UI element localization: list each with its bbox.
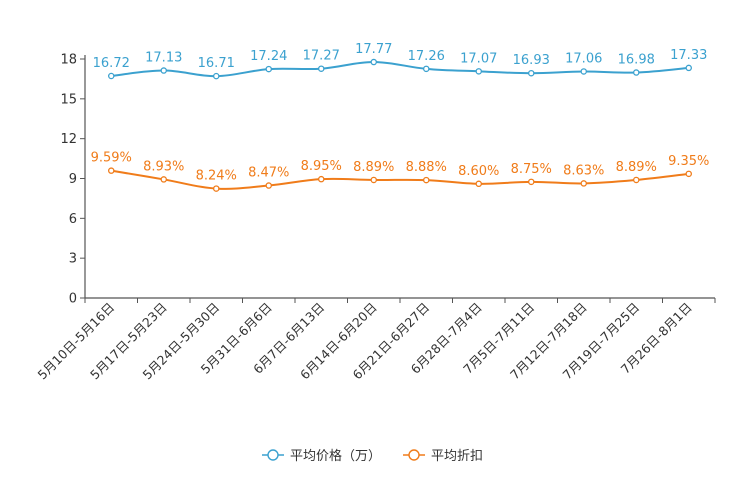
data-point (528, 69, 535, 77)
data-label: 8.89% (353, 160, 394, 175)
data-point (633, 69, 640, 76)
y-tick-label: 3 (69, 252, 77, 267)
data-label: 17.13 (145, 51, 182, 66)
series-1: 16.72 17.13 16.71 17.24 17.27 17.77 17.26 17.07… (93, 42, 707, 80)
data-point (212, 72, 220, 80)
data-label: 16.71 (198, 56, 235, 71)
legend-marker-icon (408, 449, 420, 461)
data-point (475, 68, 482, 75)
legend-marker-icon (267, 449, 279, 461)
data-point (160, 67, 167, 74)
data-point (370, 58, 377, 66)
data-point (370, 176, 377, 184)
data-label: 8.88% (406, 160, 447, 175)
data-point (108, 167, 115, 174)
data-label: 17.26 (408, 49, 445, 64)
data-point (633, 176, 640, 184)
data-point (580, 180, 588, 187)
data-point (422, 176, 430, 184)
data-label: 8.95% (301, 159, 342, 174)
data-label: 17.24 (250, 49, 287, 64)
data-point (422, 65, 430, 73)
data-label: 8.63% (563, 163, 604, 178)
y-tick-label: 15 (60, 92, 77, 107)
data-label: 9.35% (668, 154, 709, 169)
data-label: 17.33 (670, 48, 707, 63)
data-label: 8.60% (458, 164, 499, 179)
series-2: 9.59% 8.93% 8.24% 8.47% 8.95% 8.89% 8.88% 8.60%… (91, 151, 709, 192)
data-point (685, 170, 693, 178)
data-point (317, 65, 325, 72)
data-point (108, 72, 115, 80)
y-tick-label: 12 (60, 132, 77, 147)
y-tick-label: 9 (69, 172, 77, 187)
legend: 平均价格（万） 平均折扣 (262, 448, 483, 464)
data-point (528, 178, 535, 186)
legend-label: 平均价格（万） (290, 448, 381, 464)
series-line (111, 61, 689, 78)
legend-label: 平均折扣 (431, 449, 483, 464)
data-label: 17.06 (565, 51, 602, 66)
data-label: 17.07 (460, 51, 497, 66)
legend-item-1: 平均价格（万） (262, 448, 381, 464)
x-axis: 5月10日-5月16日5月17日-5月23日5月24日-5月30日5月31日-6… (34, 297, 716, 382)
data-label: 8.47% (248, 166, 289, 181)
data-point (160, 176, 167, 183)
data-label: 16.98 (618, 53, 655, 68)
y-axis: 0 3 6 9 12 15 18 (60, 53, 86, 307)
data-label: 17.77 (355, 42, 392, 57)
data-label: 9.59% (91, 151, 132, 166)
data-point (212, 185, 220, 192)
data-point (265, 182, 272, 189)
data-label: 16.72 (93, 56, 130, 71)
y-tick-label: 18 (60, 53, 77, 68)
series-line (111, 169, 689, 190)
data-label: 8.75% (511, 162, 552, 177)
data-point (265, 65, 272, 73)
y-tick-label: 0 (69, 292, 77, 307)
data-label: 16.93 (513, 53, 550, 68)
data-point (580, 68, 588, 75)
data-label: 8.24% (196, 169, 237, 184)
data-point (685, 64, 693, 72)
legend-item-2: 平均折扣 (403, 449, 483, 464)
y-tick-label: 6 (69, 212, 77, 227)
data-label: 8.93% (143, 159, 184, 174)
data-point (317, 175, 325, 183)
series-layer: 16.72 17.13 16.71 17.24 17.27 17.77 17.26 17.07… (91, 42, 709, 192)
data-label: 8.89% (616, 160, 657, 175)
data-point (475, 180, 482, 188)
data-label: 17.27 (303, 49, 340, 64)
